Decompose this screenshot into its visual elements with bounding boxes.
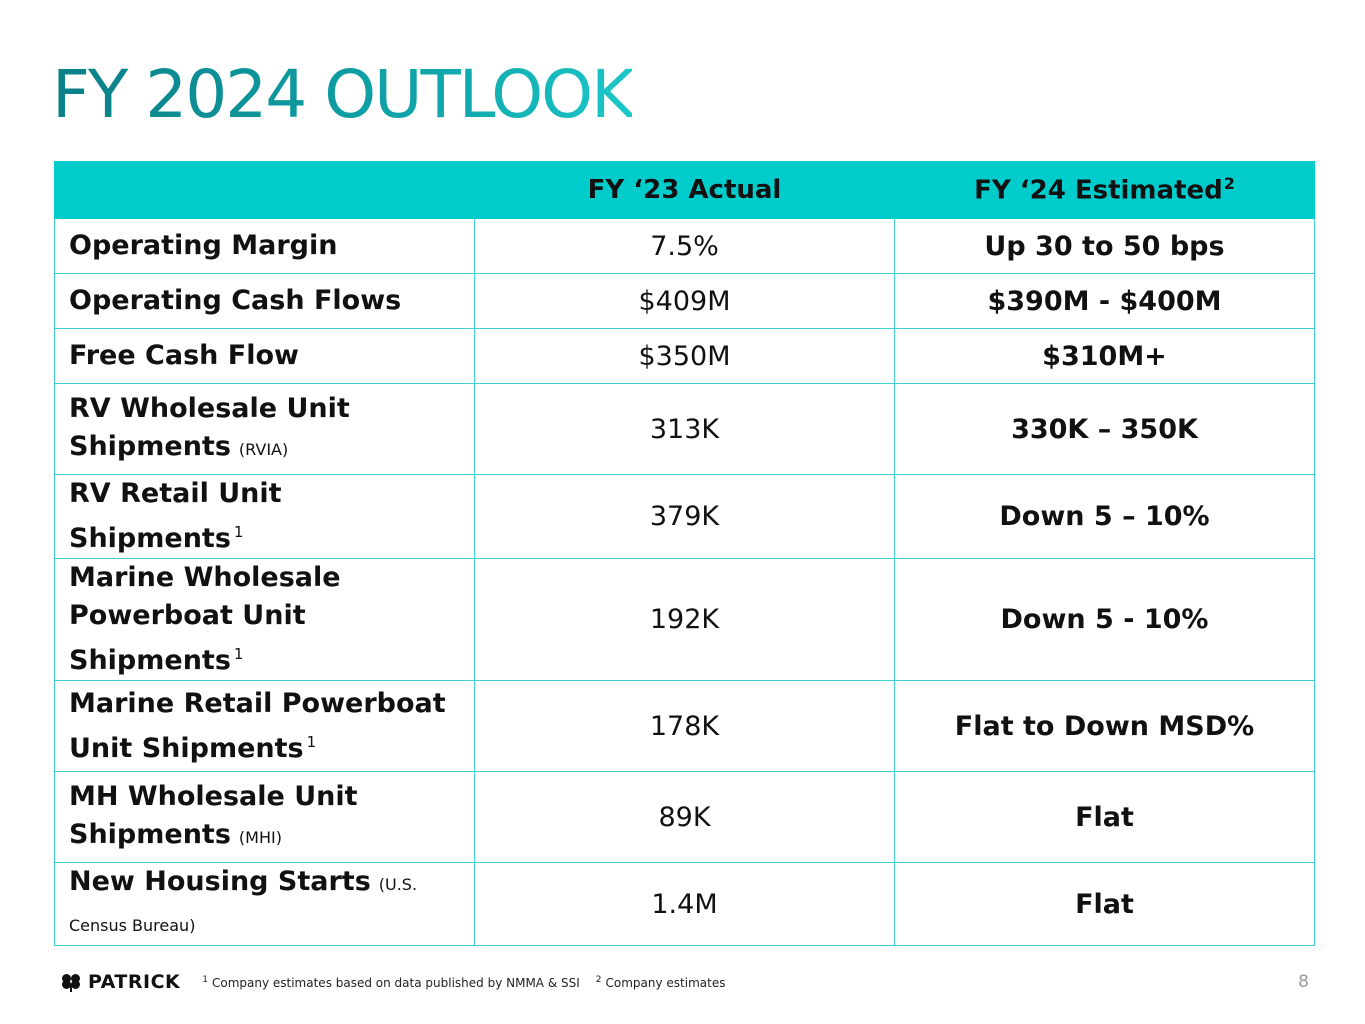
- metric-cell: Marine Retail Powerboat Unit Shipments 1: [54, 680, 475, 772]
- footnote-2: 2 Company estimates: [596, 975, 726, 990]
- metric-label-line2: Shipments: [69, 818, 231, 850]
- footnote-marker: 2: [1223, 174, 1235, 194]
- header-fy23-actual: FY ‘23 Actual: [474, 161, 895, 219]
- estimate-cell: $310M+: [894, 328, 1315, 384]
- estimate-cell: 330K – 350K: [894, 383, 1315, 475]
- actual-cell: $409M: [474, 273, 895, 329]
- actual-cell: 313K: [474, 383, 895, 475]
- patrick-logo: PATRICK: [60, 971, 180, 993]
- outlook-table: FY ‘23 Actual FY ‘24 Estimated2 Operatin…: [54, 161, 1315, 946]
- metric-cell: Marine Wholesale Powerboat Unit Shipments…: [54, 558, 475, 681]
- metric-label: Free Cash Flow: [69, 340, 299, 371]
- table-row: Marine Retail Powerboat Unit Shipments 1 1…: [54, 680, 1315, 772]
- header-fy24-estimated: FY ‘24 Estimated2: [894, 161, 1315, 219]
- metric-label-line2: Shipments: [69, 430, 231, 462]
- footnote-1-marker: 1: [202, 974, 208, 985]
- actual-cell: $350M: [474, 328, 895, 384]
- metric-cell: New Housing Starts (U.S. Census Bureau): [54, 862, 475, 946]
- header-fy23-actual-label: FY ‘23 Actual: [587, 175, 782, 205]
- table-row: Operating Cash Flows $409M $390M - $400M: [54, 273, 1315, 329]
- actual-cell: 7.5%: [474, 218, 895, 274]
- clover-icon: [62, 974, 80, 992]
- table-row: New Housing Starts (U.S. Census Bureau) 1…: [54, 862, 1315, 946]
- source-note: (RVIA): [238, 439, 289, 459]
- header-fy24-estimated-label: FY ‘24 Estimated: [974, 175, 1223, 206]
- estimate-cell: Flat: [894, 862, 1315, 946]
- metric-label-line2: Powerboat Unit Shipments: [69, 600, 306, 676]
- metric-label: RV Wholesale Unit: [69, 392, 350, 424]
- table-row: RV Wholesale Unit Shipments (RVIA) 313K 33…: [54, 383, 1315, 475]
- metric-cell: Free Cash Flow: [54, 328, 475, 384]
- header-metric: [54, 161, 475, 219]
- page-title: FY 2024 OUTLOOK: [52, 56, 634, 133]
- metric-label: RV Retail Unit Shipments: [69, 478, 282, 554]
- metric-label: Marine Wholesale: [69, 562, 341, 593]
- estimate-cell: Flat to Down MSD%: [894, 680, 1315, 772]
- estimate-cell: $390M - $400M: [894, 273, 1315, 329]
- metric-label: Operating Margin: [69, 230, 338, 261]
- metric-cell: RV Retail Unit Shipments 1: [54, 474, 475, 559]
- metric-label: Operating Cash Flows: [69, 285, 402, 316]
- source-note: (U.S. Census Bureau): [69, 875, 418, 935]
- footnote-1: 1 Company estimates based on data publish…: [202, 975, 580, 990]
- table-row: Operating Margin 7.5% Up 30 to 50 bps: [54, 218, 1315, 274]
- metric-cell: Operating Cash Flows: [54, 273, 475, 329]
- estimate-cell: Down 5 – 10%: [894, 474, 1315, 559]
- actual-cell: 89K: [474, 771, 895, 863]
- footnote-marker: 1: [233, 645, 244, 663]
- metric-cell: MH Wholesale Unit Shipments (MHI): [54, 771, 475, 863]
- footnote-1-text: Company estimates based on data publishe…: [211, 975, 580, 990]
- footnote-2-text: Company estimates: [605, 975, 726, 990]
- source-note: (MHI): [238, 827, 282, 847]
- metric-label: New Housing Starts: [69, 866, 371, 897]
- actual-cell: 178K: [474, 680, 895, 772]
- table-header-row: FY ‘23 Actual FY ‘24 Estimated2: [54, 161, 1315, 219]
- table-row: Free Cash Flow $350M $310M+: [54, 328, 1315, 384]
- footnote-2-marker: 2: [595, 974, 602, 985]
- estimate-cell: Flat: [894, 771, 1315, 863]
- metric-label: MH Wholesale Unit: [69, 780, 358, 812]
- table-row: Marine Wholesale Powerboat Unit Shipments…: [54, 558, 1315, 681]
- page-number: 8: [1298, 972, 1309, 992]
- estimate-cell: Up 30 to 50 bps: [894, 218, 1315, 274]
- estimate-cell: Down 5 - 10%: [894, 558, 1315, 681]
- metric-label: Marine Retail Powerboat: [69, 687, 446, 719]
- metric-label-line2: Unit Shipments: [69, 732, 304, 764]
- actual-cell: 379K: [474, 474, 895, 559]
- footnote-marker: 1: [233, 523, 244, 541]
- footer: PATRICK 1 Company estimates based on data…: [60, 968, 741, 996]
- metric-cell: Operating Margin: [54, 218, 475, 274]
- actual-cell: 192K: [474, 558, 895, 681]
- table-row: RV Retail Unit Shipments 1 379K Down 5 – …: [54, 474, 1315, 559]
- footnote-marker: 1: [306, 732, 317, 751]
- metric-cell: RV Wholesale Unit Shipments (RVIA): [54, 383, 475, 475]
- logo-text: PATRICK: [88, 971, 181, 993]
- actual-cell: 1.4M: [474, 862, 895, 946]
- table-row: MH Wholesale Unit Shipments (MHI) 89K Flat: [54, 771, 1315, 863]
